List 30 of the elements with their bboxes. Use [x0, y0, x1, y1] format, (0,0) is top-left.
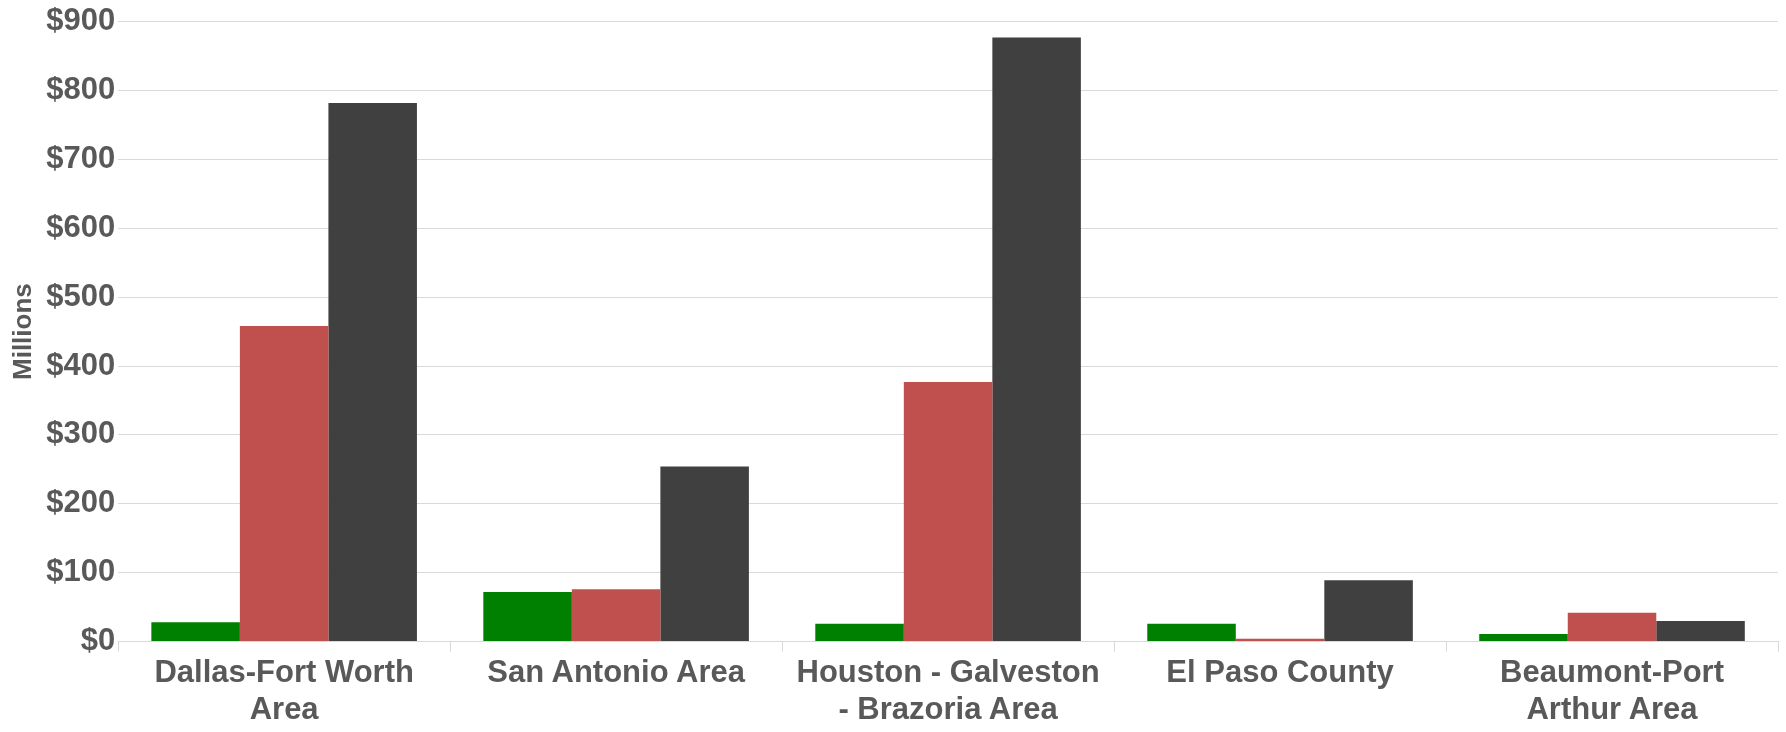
- bar: [483, 592, 572, 642]
- x-tick-label: El Paso County: [1166, 653, 1395, 689]
- y-axis-title: Millions: [6, 283, 37, 380]
- y-tick-label: $300: [46, 415, 116, 451]
- x-tick-label: Beaumont-Port Arthur Area: [1500, 653, 1724, 726]
- bar: [571, 589, 661, 642]
- bar: [1656, 620, 1745, 642]
- y-tick-label: $0: [80, 622, 116, 658]
- y-tick-label: $700: [46, 139, 116, 175]
- bar: [992, 37, 1081, 642]
- bar: [328, 102, 417, 642]
- bar: [151, 622, 240, 642]
- bar: [660, 466, 749, 642]
- bar: [239, 326, 329, 642]
- bar: [1567, 612, 1657, 642]
- y-tick-label: $500: [46, 277, 116, 313]
- y-tick-label: $600: [46, 208, 116, 244]
- bar: [903, 381, 993, 642]
- y-tick-label: $900: [46, 2, 116, 38]
- bar: [1324, 580, 1413, 642]
- bar: [1479, 634, 1568, 642]
- y-tick-label: $800: [46, 71, 116, 107]
- x-tick-label: San Antonio Area: [487, 653, 746, 689]
- y-tick-label: $200: [46, 484, 116, 520]
- y-tick-label: $100: [46, 553, 116, 589]
- bar: [1147, 623, 1236, 642]
- y-tick-label: $400: [46, 346, 116, 382]
- x-tick-label: Houston - Galveston - Brazoria Area: [796, 653, 1100, 726]
- x-tick-label: Dallas-Fort Worth Area: [154, 653, 414, 726]
- bar: [815, 623, 904, 642]
